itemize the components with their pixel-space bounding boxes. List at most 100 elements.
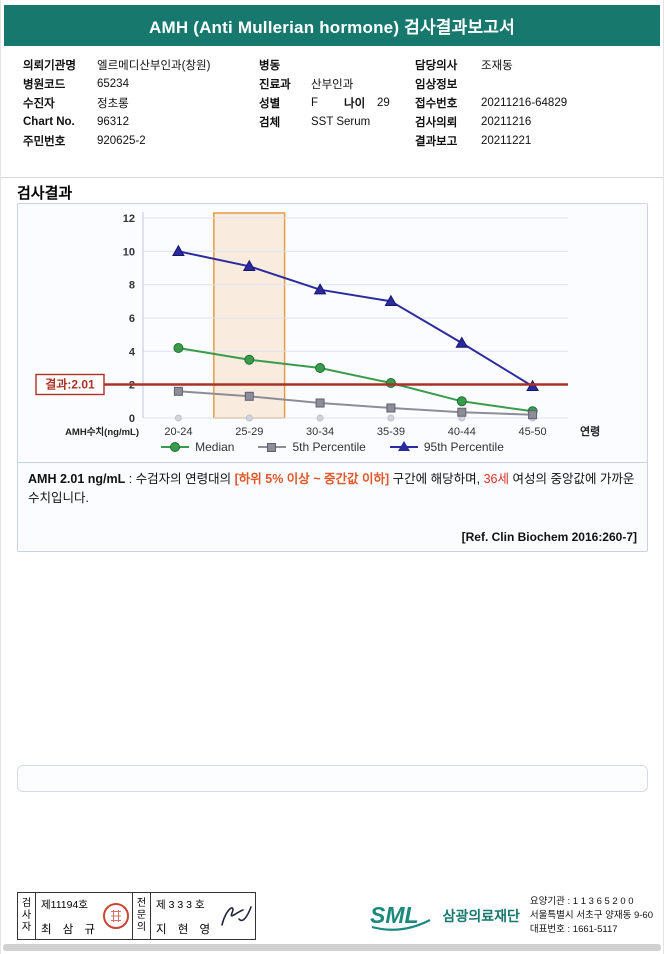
p5-marker-icon xyxy=(258,441,287,453)
org-line-address: 서울특별시 서초구 양재동 9-60 xyxy=(529,909,653,921)
legend-label: 95th Percentile xyxy=(423,440,504,454)
svg-text:8: 8 xyxy=(129,280,135,292)
svg-text:4: 4 xyxy=(129,346,136,358)
specialist-name: 지 현 영 xyxy=(156,924,215,936)
svg-text:연령: 연령 xyxy=(580,424,600,438)
svg-text:45-50: 45-50 xyxy=(519,426,547,438)
info-label: 임상정보 xyxy=(415,78,458,91)
report-title-bar: AMH (Anti Mullerian hormone) 검사결과보고서 xyxy=(4,5,660,46)
info-label: 병동 xyxy=(259,59,281,72)
age-highlight: 36세 xyxy=(483,472,509,486)
info-row: 병동 xyxy=(259,55,415,74)
info-value: F xyxy=(311,96,319,109)
specialist-signature-icon xyxy=(221,906,252,926)
amh-percentile-chart: 0 2 4 6 8 10 12 20-24 25-29 30-34 35-39 40-44 45-50 연… xyxy=(35,212,600,438)
legend-item-5th-percentile: 5th Percentile xyxy=(258,440,366,454)
svg-text:10: 10 xyxy=(123,246,135,258)
info-label: Chart No. xyxy=(23,115,75,128)
result-chart-panel: 0 2 4 6 8 10 12 20-24 25-29 30-34 35-39 40-44 45-50 연… xyxy=(17,203,648,552)
info-value: 96312 xyxy=(97,115,129,128)
interpretation-text: 구간에 해당하며, xyxy=(389,472,484,486)
info-column-right: 담당의사 조재동 임상정보 접수번호 20211216-64829 검사의뢰 2021… xyxy=(415,55,655,150)
legend-item-95th-percentile: 95th Percentile xyxy=(389,440,504,454)
svg-text:AMH수치(ng/mL): AMH수치(ng/mL) xyxy=(65,426,139,438)
examiner-name: 최 삼 규 xyxy=(41,924,100,936)
sml-logo-icon: SML xyxy=(370,902,431,931)
info-row: 수진자 정초롱 xyxy=(23,93,259,112)
svg-text:20-24: 20-24 xyxy=(164,426,192,438)
info-row: Chart No. 96312 xyxy=(23,112,259,131)
patient-info: 의뢰기관명 엘르메디산부인과(창원) 병원코드 65234 수진자 정초롱 Chart… xyxy=(23,55,655,150)
empty-note-box xyxy=(17,765,648,792)
certifier-table: 검사자 제11194호 최 삼 규 전문의 제 3 3 3 호 지 현 영 xyxy=(17,892,256,940)
examiner-cell: 제11194호 최 삼 규 xyxy=(36,893,133,939)
info-row: 접수번호 20211216-64829 xyxy=(415,93,655,112)
chart-divider xyxy=(18,462,647,463)
info-row: 검체 SST Serum xyxy=(259,112,415,131)
info-row: 검사의뢰 20211216 xyxy=(415,112,655,131)
info-value: SST Serum xyxy=(311,115,371,128)
svg-text:40-44: 40-44 xyxy=(448,426,476,438)
reference-citation: [Ref. Clin Biochem 2016:260-7] xyxy=(461,530,637,544)
info-value: 조재동 xyxy=(481,59,513,72)
svg-text:6: 6 xyxy=(129,313,135,325)
org-line-institution-code: 요양기관 : 1 1 3 6 5 2 0 0 xyxy=(529,895,634,907)
info-label: 결과보고 xyxy=(415,135,458,148)
info-label: 주민번호 xyxy=(23,135,66,148)
svg-text:2: 2 xyxy=(129,380,135,392)
info-label: 성별 xyxy=(259,97,281,110)
median-marker-icon xyxy=(161,441,190,453)
bottom-bar xyxy=(3,944,661,951)
info-value: 산부인과 xyxy=(311,78,354,91)
svg-text:12: 12 xyxy=(123,213,135,225)
org-contact: 요양기관 : 1 1 3 6 5 2 0 0 서울특별시 서초구 양재동 9-6… xyxy=(530,895,653,938)
info-label: 검사의뢰 xyxy=(415,116,458,129)
svg-text:0: 0 xyxy=(129,413,135,425)
org-line-phone: 대표번호 : 1661-5117 xyxy=(529,924,618,936)
info-row: 주민번호 920625-2 xyxy=(23,131,259,150)
examiner-seal-icon xyxy=(103,903,129,929)
specialist-cert-no: 제 3 3 3 호 xyxy=(156,899,205,911)
legend-label: Median xyxy=(195,440,235,454)
info-column-middle: 병동 진료과 산부인과 성별 F 나이 29 검체 SST Serum xyxy=(259,55,415,150)
info-row: 임상정보 xyxy=(415,74,655,93)
info-row: 결과보고 20211221 xyxy=(415,131,655,150)
info-value: 정초롱 xyxy=(97,97,129,110)
svg-text:30-34: 30-34 xyxy=(306,426,334,438)
legend-item-median: Median xyxy=(161,440,234,454)
info-row: 진료과 산부인과 xyxy=(259,74,415,93)
section-title: 검사결과 xyxy=(17,185,73,202)
examiner-role-label: 검사자 xyxy=(18,893,36,939)
legend-label: 5th Percentile xyxy=(292,440,366,454)
info-row: 담당의사 조재동 xyxy=(415,55,655,74)
info-value: 29 xyxy=(377,96,390,109)
info-row: 병원코드 65234 xyxy=(23,74,259,93)
footer: 검사자 제11194호 최 삼 규 전문의 제 3 3 3 호 지 현 영 S xyxy=(17,890,653,942)
report-title: AMH (Anti Mullerian hormone) 검사결과보고서 xyxy=(148,18,515,37)
info-label: 검체 xyxy=(259,116,281,129)
interpretation-text: 여성의 중앙값에 가까운 수치입니다. xyxy=(28,472,635,506)
info-value: 20211216-64829 xyxy=(481,96,568,109)
info-value: 20211221 xyxy=(481,134,532,147)
info-value: 920625-2 xyxy=(97,134,146,147)
info-label: 담당의사 xyxy=(415,59,458,72)
sml-logo-text: SML xyxy=(370,902,419,928)
info-row: 의뢰기관명 엘르메디산부인과(창원) xyxy=(23,55,259,74)
info-label: 접수번호 xyxy=(415,97,458,110)
info-value: 65234 xyxy=(97,77,129,90)
info-column-left: 의뢰기관명 엘르메디산부인과(창원) 병원코드 65234 수진자 정초롱 Chart… xyxy=(23,55,259,150)
info-label: 나이 xyxy=(344,97,366,110)
org-name: 삼광의료재단 xyxy=(442,908,520,924)
svg-text:35-39: 35-39 xyxy=(377,426,405,438)
info-label: 수진자 xyxy=(23,97,55,110)
specialist-cell: 제 3 3 3 호 지 현 영 xyxy=(151,893,255,939)
section-divider xyxy=(1,177,663,178)
percentile-range-highlight: [하위 5% 이상 ~ 중간값 이하] xyxy=(234,472,390,486)
chart-legend: Median 5th Percentile 95th Percentile xyxy=(18,440,647,454)
specialist-role-label: 전문의 xyxy=(133,893,151,939)
info-value: 엘르메디산부인과(창원) xyxy=(97,59,211,72)
svg-text:결과:2.01: 결과:2.01 xyxy=(45,377,95,392)
info-label: 진료과 xyxy=(259,78,291,91)
examiner-cert-no: 제11194호 xyxy=(41,899,88,911)
